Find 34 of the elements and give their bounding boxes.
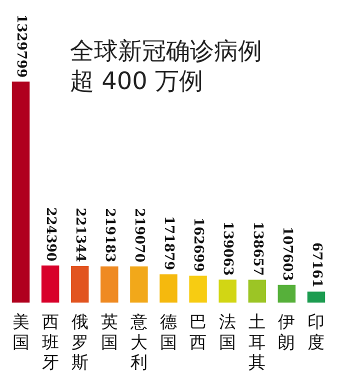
chart-title: 全球新冠确诊病例超 400 万例 — [70, 36, 263, 96]
data-label: 219070 — [132, 208, 147, 262]
data-label: 171879 — [161, 216, 176, 270]
x-tick-label: 法国 — [219, 312, 236, 353]
bar — [278, 284, 296, 303]
bar — [130, 266, 148, 303]
x-tick-label: 印度 — [308, 312, 325, 353]
bar — [218, 280, 236, 303]
data-label: 1329799 — [13, 14, 28, 78]
x-tick-label: 土耳其 — [248, 312, 266, 374]
x-tick-label: 德国 — [160, 312, 177, 353]
bar — [100, 266, 118, 303]
x-tick-label: 巴西 — [190, 312, 207, 353]
data-label: 224390 — [42, 207, 58, 262]
data-label: 139063 — [220, 221, 236, 276]
x-tick-label: 伊朗 — [278, 312, 296, 353]
data-label: 138657 — [250, 221, 265, 276]
bar — [71, 266, 89, 303]
data-label: 162699 — [190, 217, 206, 272]
bar — [189, 276, 207, 303]
data-label: 67161 — [308, 242, 324, 288]
bar — [12, 82, 30, 303]
x-tick-label: 意大利 — [129, 312, 148, 374]
data-label: 107603 — [279, 226, 294, 281]
data-label: 219183 — [102, 208, 118, 262]
bar — [160, 274, 178, 303]
x-tick-label: 英国 — [100, 312, 118, 353]
data-label: 221344 — [72, 208, 88, 262]
bar — [41, 265, 60, 303]
x-tick-label: 俄罗斯 — [71, 312, 88, 374]
bar — [307, 292, 326, 303]
bar — [248, 280, 266, 303]
x-tick-label: 西班牙 — [42, 312, 59, 374]
x-tick-label: 美国 — [12, 312, 30, 353]
